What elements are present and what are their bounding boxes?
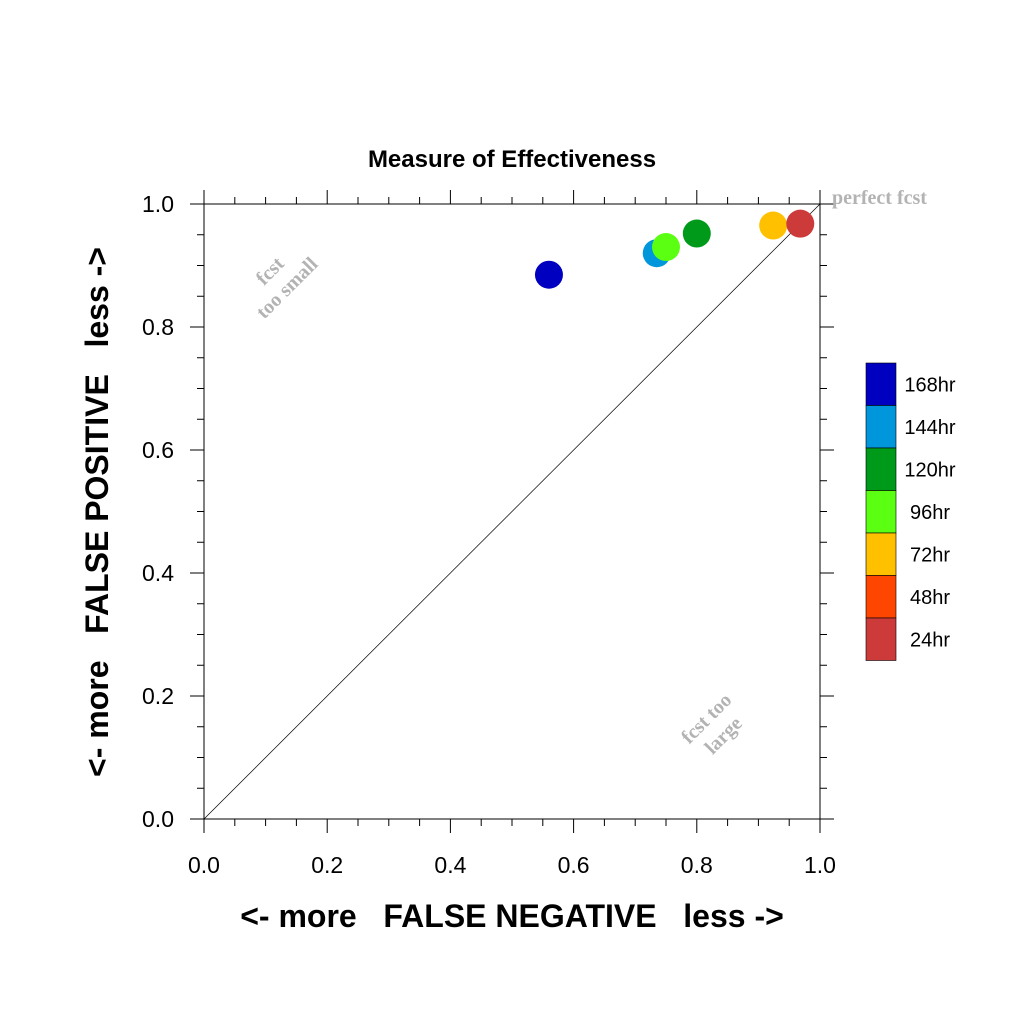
- y-tick-label: 1.0: [142, 191, 174, 217]
- legend-label-72hr: 72hr: [910, 544, 950, 566]
- legend-label-48hr: 48hr: [910, 587, 950, 609]
- point-96hr: [652, 233, 680, 262]
- plot-area: 0.0 0.0 0.2 0.2 0.4 0.4 0.6 0.6 0.8 0.8 1.0 1.0: [142, 190, 836, 878]
- point-120hr: [682, 219, 711, 248]
- legend-swatch-48hr: [865, 575, 897, 619]
- legend: 168hr 144hr 120hr 96hr 72hr 48hr 24hr: [865, 362, 956, 661]
- y-tick-label: 0.0: [142, 806, 174, 832]
- legend-swatch-24hr: [865, 617, 897, 661]
- legend-label-168hr: 168hr: [904, 374, 955, 396]
- annotation-perfect-fcst: perfect fcst: [832, 187, 927, 209]
- legend-label-24hr: 24hr: [910, 629, 950, 651]
- y-tick-label: 0.8: [142, 314, 174, 340]
- legend-swatch-72hr: [865, 532, 897, 576]
- legend-label-96hr: 96hr: [910, 502, 950, 524]
- legend-label-120hr: 120hr: [904, 459, 955, 481]
- legend-label-144hr: 144hr: [904, 417, 955, 439]
- y-tick-label: 0.2: [142, 683, 174, 709]
- x-tick-label: 0.2: [311, 852, 343, 878]
- legend-swatch-144hr: [865, 405, 897, 449]
- point-168hr: [534, 260, 563, 289]
- y-tick-label: 0.4: [142, 560, 174, 586]
- x-tick-label: 0.4: [434, 852, 466, 878]
- data-points: [534, 209, 815, 289]
- diagonal-reference-line: [203, 203, 821, 820]
- legend-swatch-96hr: [865, 490, 897, 534]
- x-tick-label: 0.6: [558, 852, 590, 878]
- point-72hr: [759, 211, 788, 240]
- x-axis-label: <- more FALSE NEGATIVE less ->: [240, 898, 784, 934]
- x-tick-label: 0.8: [681, 852, 713, 878]
- legend-swatch-120hr: [865, 447, 897, 491]
- point-24hr: [786, 209, 815, 238]
- x-tick-label: 1.0: [804, 852, 836, 878]
- y-axis-label: <- more FALSE POSITIVE less ->: [79, 247, 115, 777]
- legend-swatch-168hr: [865, 362, 897, 406]
- chart-title: Measure of Effectiveness: [368, 146, 656, 173]
- x-tick-label: 0.0: [188, 852, 220, 878]
- y-tick-label: 0.6: [142, 437, 174, 463]
